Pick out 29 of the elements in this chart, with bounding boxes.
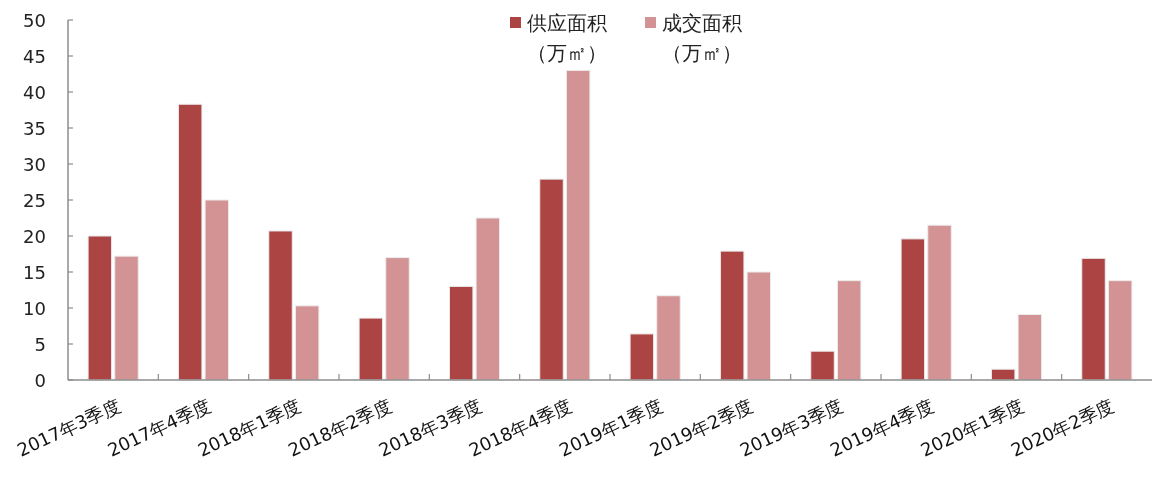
bar <box>294 305 320 381</box>
bar <box>358 317 384 381</box>
y-tick-label: 45 <box>23 45 46 67</box>
bar <box>1107 280 1133 381</box>
legend-label: 供应面积（万㎡） <box>527 10 609 67</box>
bar <box>87 235 113 381</box>
bar <box>539 178 564 381</box>
y-tick-label: 25 <box>23 189 46 211</box>
bar <box>629 333 655 381</box>
bar <box>114 255 139 381</box>
y-tick-label: 0 <box>34 369 46 391</box>
y-tick-label: 35 <box>23 117 46 139</box>
y-tick-label: 50 <box>23 9 46 31</box>
bar <box>810 350 835 381</box>
bar <box>268 230 293 381</box>
y-tick-label: 15 <box>23 261 46 283</box>
y-tick-label: 10 <box>23 297 46 319</box>
y-tick-label: 40 <box>23 81 46 103</box>
y-tick-label: 30 <box>23 153 46 175</box>
bar <box>836 280 862 381</box>
bar <box>1081 257 1106 381</box>
bar <box>565 69 591 381</box>
y-tick-label: 5 <box>34 333 46 355</box>
bar <box>900 238 926 381</box>
legend-label: 成交面积（万㎡） <box>662 10 744 67</box>
bar <box>927 224 952 381</box>
bar <box>656 295 681 381</box>
y-tick-label: 20 <box>23 225 46 247</box>
bar <box>385 257 410 381</box>
